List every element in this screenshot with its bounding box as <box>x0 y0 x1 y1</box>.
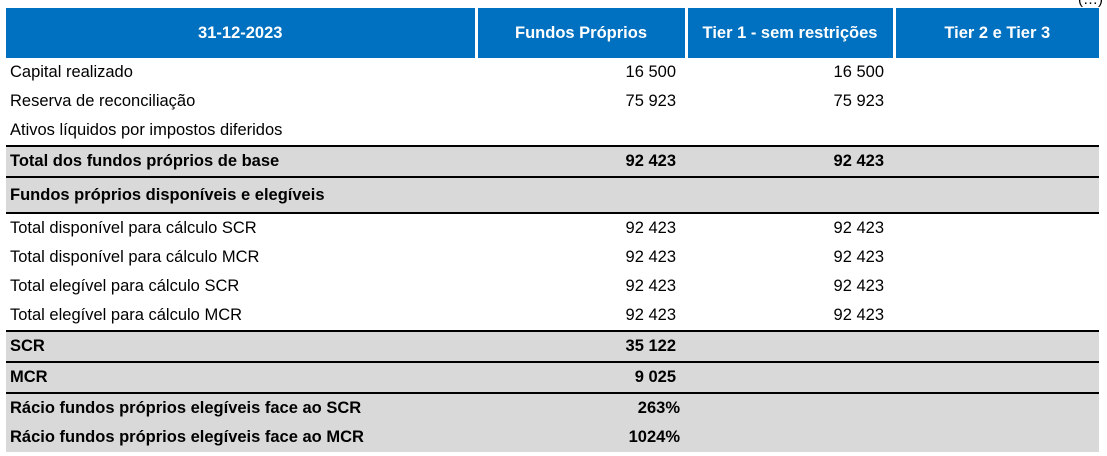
table-section-heading: Fundos próprios disponíveis e elegíveis <box>6 176 1099 213</box>
row-value-own-funds: 92 423 <box>625 277 676 295</box>
row-value-tier1: 92 423 <box>686 212 894 243</box>
row-value-tier2-3 <box>894 330 1099 362</box>
row-value-tier1: 92 423 <box>833 248 884 266</box>
row-value-tier2-3 <box>894 176 1099 213</box>
row-label: Total elegível para cálculo SCR <box>10 277 240 295</box>
row-label: Rácio fundos próprios elegíveis face ao … <box>6 423 476 452</box>
row-label: SCR <box>6 330 476 362</box>
row-value-tier1: 75 923 <box>833 92 884 110</box>
row-value-tier1 <box>686 116 894 146</box>
row-value-own-funds: 92 423 <box>476 212 686 243</box>
table-row: Total elegível para cálculo SCR 92 423 9… <box>6 272 1099 301</box>
header-tier1: Tier 1 - sem restrições <box>684 8 894 58</box>
table-row: Reserva de reconciliação 75 923 75 923 <box>6 87 1099 116</box>
table-row-ratio-scr: Rácio fundos próprios elegíveis face ao … <box>6 392 1099 423</box>
row-value-tier2-3 <box>894 116 1099 146</box>
row-value-own-funds: 75 923 <box>625 92 676 110</box>
row-value-own-funds: 92 423 <box>625 248 676 266</box>
table-row: Total disponível para cálculo SCR 92 423… <box>6 212 1099 243</box>
row-label: Ativos líquidos por impostos diferidos <box>10 121 283 139</box>
row-value-own-funds: 92 423 <box>625 306 676 324</box>
header-tier2-3: Tier 2 e Tier 3 <box>892 8 1099 58</box>
row-value-tier1: 92 423 <box>833 306 884 324</box>
row-value-own-funds <box>476 116 686 146</box>
own-funds-table: 31-12-2023 Fundos Próprios Tier 1 - sem … <box>6 8 1099 452</box>
header-date: 31-12-2023 <box>6 8 476 58</box>
row-label: Reserva de reconciliação <box>10 92 196 110</box>
row-value-tier2-3 <box>894 272 1099 301</box>
row-value-tier2-3 <box>894 145 1099 177</box>
row-value-own-funds: 16 500 <box>625 63 676 81</box>
row-label: Capital realizado <box>10 63 133 81</box>
row-label: Fundos próprios disponíveis e elegíveis <box>6 176 476 213</box>
header-own-funds: Fundos Próprios <box>474 8 686 58</box>
row-value-tier1 <box>686 361 894 393</box>
table-row: Total disponível para cálculo MCR 92 423… <box>6 243 1099 272</box>
corner-note: (…) <box>1078 0 1103 8</box>
row-value-tier2-3 <box>894 301 1099 331</box>
row-value-tier1: 92 423 <box>833 277 884 295</box>
row-value-tier1: 16 500 <box>833 63 884 81</box>
row-label: Total disponível para cálculo MCR <box>10 248 260 266</box>
row-label: Total disponível para cálculo SCR <box>6 212 476 243</box>
row-value-tier1: 92 423 <box>686 145 894 177</box>
table-row: Capital realizado 16 500 16 500 <box>6 58 1099 87</box>
row-value-tier2-3 <box>894 392 1099 423</box>
row-value-tier2-3 <box>894 58 1099 87</box>
row-value-own-funds <box>476 176 686 213</box>
row-label: Rácio fundos próprios elegíveis face ao … <box>6 392 476 423</box>
table-row: Total elegível para cálculo MCR 92 423 9… <box>6 301 1099 331</box>
table-row-mcr: MCR 9 025 <box>6 361 1099 393</box>
row-value-tier2-3 <box>894 243 1099 272</box>
table-row-scr: SCR 35 122 <box>6 330 1099 362</box>
row-value-tier1 <box>686 423 894 452</box>
row-label: Total elegível para cálculo MCR <box>10 306 243 324</box>
row-value-own-funds: 9 025 <box>476 361 686 393</box>
row-value-tier2-3 <box>894 423 1099 452</box>
row-value-tier1 <box>686 330 894 362</box>
row-value-own-funds: 92 423 <box>476 145 686 177</box>
table-row-ratio-mcr: Rácio fundos próprios elegíveis face ao … <box>6 423 1099 452</box>
row-value-own-funds: 35 122 <box>476 330 686 362</box>
row-value-tier1 <box>686 176 894 213</box>
table-row-total: Total dos fundos próprios de base 92 423… <box>6 145 1099 177</box>
row-label: MCR <box>6 361 476 393</box>
table-header-row: 31-12-2023 Fundos Próprios Tier 1 - sem … <box>6 8 1099 58</box>
row-label: Total dos fundos próprios de base <box>6 145 476 177</box>
row-value-own-funds: 263% <box>476 392 686 423</box>
row-value-tier2-3 <box>894 212 1099 243</box>
row-value-tier2-3 <box>894 361 1099 393</box>
row-value-tier1 <box>686 392 894 423</box>
row-value-tier2-3 <box>894 87 1099 116</box>
row-value-own-funds: 1024% <box>476 423 686 452</box>
table-row: Ativos líquidos por impostos diferidos <box>6 116 1099 146</box>
